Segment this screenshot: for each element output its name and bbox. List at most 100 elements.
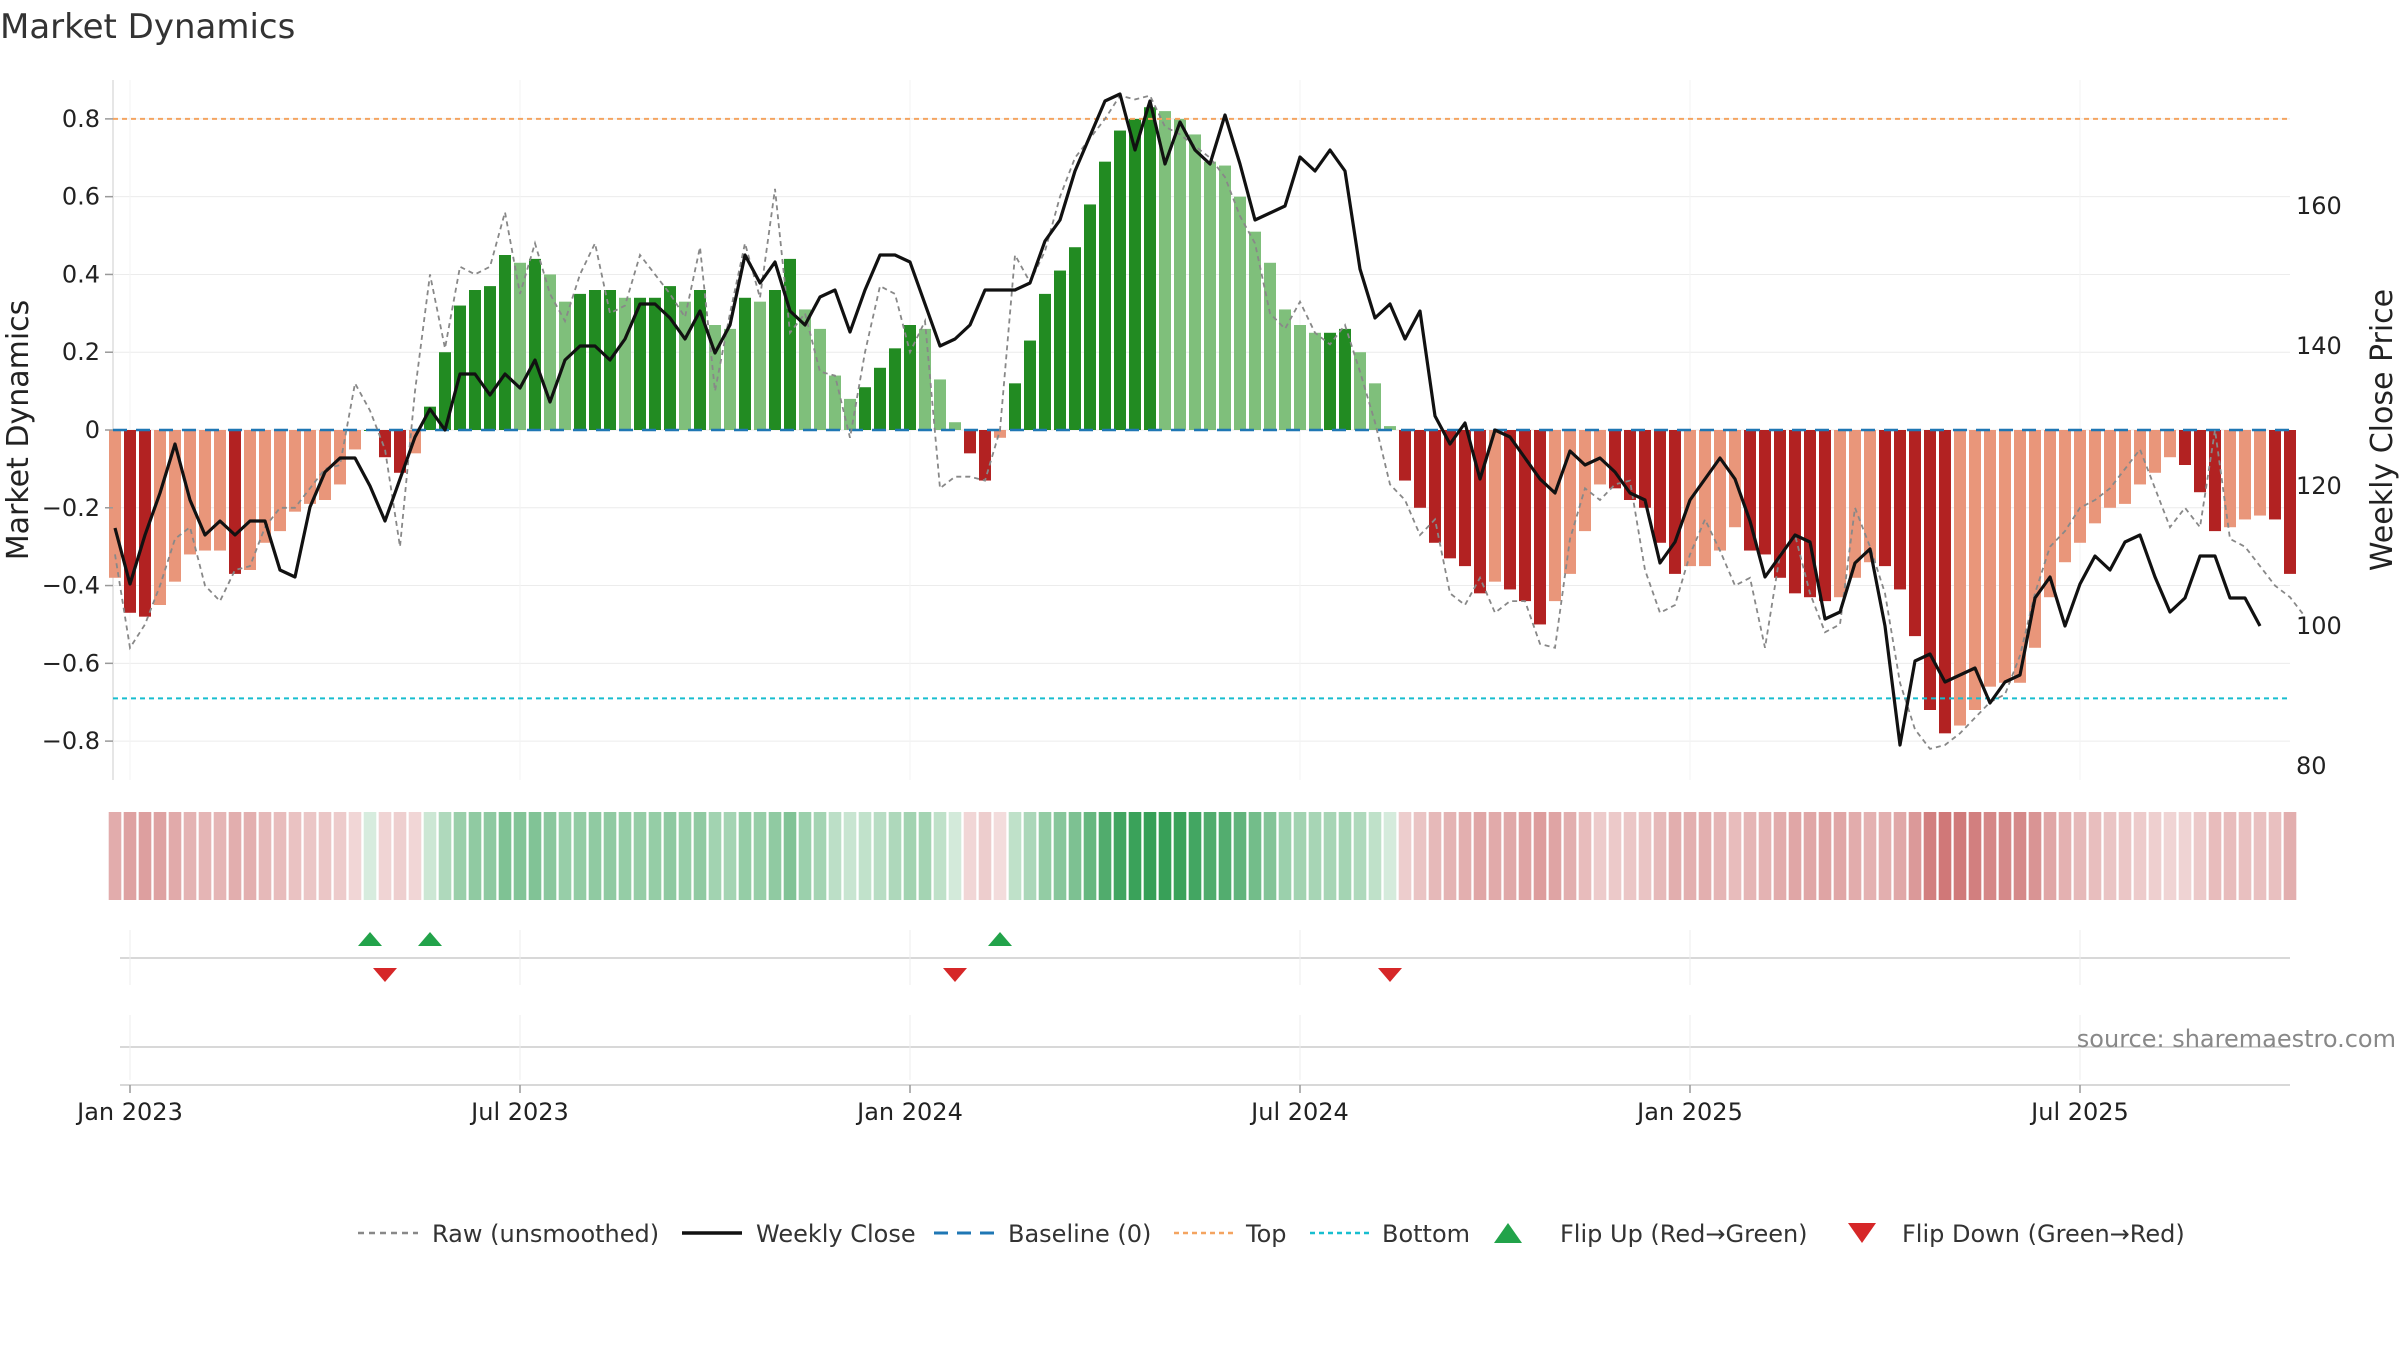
heat-cell <box>258 812 272 900</box>
heat-cell <box>858 812 872 900</box>
heat-cell <box>873 812 887 900</box>
heat-cell <box>273 812 287 900</box>
momentum-bar <box>1999 430 2011 683</box>
heat-cell <box>1083 812 1097 900</box>
y2-tick-label: 140 <box>2296 332 2342 360</box>
momentum-bar <box>2149 430 2161 473</box>
momentum-bar <box>1699 430 1711 567</box>
momentum-bar <box>1624 430 1636 500</box>
heat-cell <box>1908 812 1922 900</box>
heat-cell <box>633 812 647 900</box>
heat-cell <box>1323 812 1337 900</box>
heat-cell <box>213 812 227 900</box>
source-text: source: sharemaestro.com <box>2077 1025 2396 1053</box>
y-tick-label: 0.2 <box>62 338 100 366</box>
heat-cell <box>963 812 977 900</box>
heat-cell <box>2133 812 2147 900</box>
momentum-bar <box>1144 107 1156 430</box>
heat-cell <box>1593 812 1607 900</box>
momentum-bar <box>1009 383 1021 430</box>
momentum-bar <box>439 352 451 430</box>
momentum-bar <box>2059 430 2071 563</box>
momentum-bar <box>1489 430 1501 582</box>
heat-cell <box>2163 812 2177 900</box>
legend-close-label: Weekly Close <box>756 1220 916 1248</box>
momentum-bar <box>2044 430 2056 598</box>
heat-cell <box>2148 812 2162 900</box>
regime-heat-strip <box>108 812 2297 900</box>
heat-cell <box>648 812 662 900</box>
flip-down-marker <box>943 968 967 982</box>
momentum-bar <box>1549 430 1561 602</box>
heat-cell <box>393 812 407 900</box>
heat-cell <box>1758 812 1772 900</box>
heat-cell <box>333 812 347 900</box>
momentum-bar <box>1864 430 1876 563</box>
momentum-bar <box>1639 430 1651 508</box>
heat-cell <box>1158 812 1172 900</box>
heat-cell <box>528 812 542 900</box>
flip-up-marker <box>418 932 442 946</box>
momentum-bar <box>229 430 241 574</box>
y2-axis-label: Weekly Close Price <box>2365 289 2400 571</box>
heat-cell <box>588 812 602 900</box>
momentum-bar <box>1819 430 1831 602</box>
momentum-bar <box>1789 430 1801 594</box>
y-tick-label: −0.4 <box>42 572 100 600</box>
heat-cell <box>1653 812 1667 900</box>
momentum-bar <box>829 375 841 430</box>
momentum-bar <box>724 328 736 430</box>
heat-cell <box>978 812 992 900</box>
momentum-bar <box>889 348 901 430</box>
heat-cell <box>1203 812 1217 900</box>
heat-cell <box>663 812 677 900</box>
momentum-bar <box>1714 430 1726 551</box>
x-tick-label: Jul 2025 <box>2029 1098 2129 1126</box>
momentum-bar <box>484 286 496 430</box>
y2-tick-label: 160 <box>2296 192 2342 220</box>
heat-cell <box>1128 812 1142 900</box>
legend-flip-up-label: Flip Up (Red→Green) <box>1560 1220 1808 1248</box>
heat-cell <box>153 812 167 900</box>
heat-cell <box>1848 812 1862 900</box>
momentum-bar <box>259 430 271 543</box>
momentum-bar <box>1564 430 1576 574</box>
flip-up-marker <box>988 932 1012 946</box>
heat-cell <box>198 812 212 900</box>
flip-down-marker <box>1378 968 1402 982</box>
heat-cell <box>1458 812 1472 900</box>
momentum-bar <box>469 290 481 430</box>
y-tick-label: −0.6 <box>42 649 100 677</box>
momentum-bar <box>529 258 541 430</box>
momentum-bar <box>274 430 286 532</box>
momentum-bar <box>559 301 571 430</box>
legend: Raw (unsmoothed) Weekly Close Baseline (… <box>358 1220 2185 1248</box>
y2-tick-label: 120 <box>2296 472 2342 500</box>
momentum-bar <box>1834 430 1846 598</box>
momentum-bar <box>1909 430 1921 637</box>
heat-cell <box>288 812 302 900</box>
momentum-bar <box>1039 293 1051 430</box>
heat-cell <box>933 812 947 900</box>
momentum-bar <box>2209 430 2221 532</box>
momentum-bar <box>1759 430 1771 555</box>
heat-cell <box>1563 812 1577 900</box>
legend-baseline-label: Baseline (0) <box>1008 1220 1151 1248</box>
heat-cell <box>1113 812 1127 900</box>
heat-cell <box>1023 812 1037 900</box>
heat-cell <box>738 812 752 900</box>
momentum-bar <box>1294 325 1306 430</box>
heat-cell <box>558 812 572 900</box>
heat-cell <box>2253 812 2267 900</box>
y-axis-label: Market Dynamics <box>1 300 36 561</box>
momentum-bar <box>1984 430 1996 687</box>
heat-cell <box>813 812 827 900</box>
heat-cell <box>2208 812 2222 900</box>
momentum-bar <box>304 430 316 504</box>
momentum-bar <box>1024 340 1036 430</box>
heat-cell <box>1398 812 1412 900</box>
y-tick-label: 0.6 <box>62 183 100 211</box>
momentum-bar <box>2164 430 2176 458</box>
weekly-close-line <box>113 92 2262 747</box>
momentum-bar <box>1129 118 1141 430</box>
